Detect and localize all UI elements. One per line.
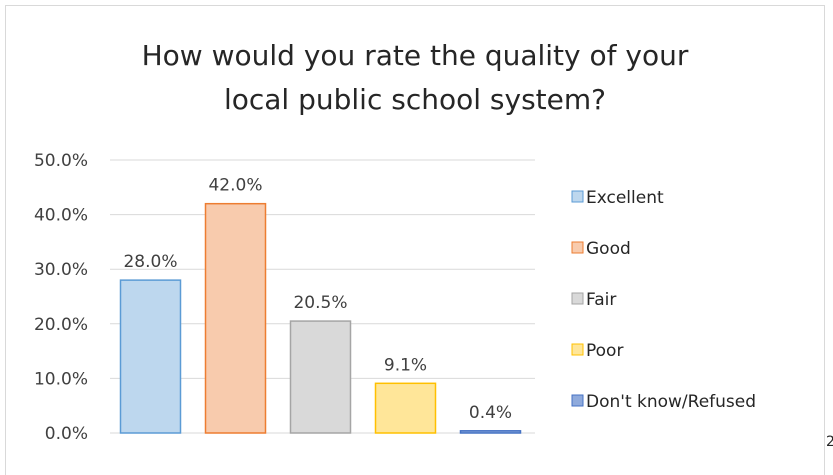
bar-fair xyxy=(289,320,352,434)
legend-swatch xyxy=(571,394,584,407)
y-tick-label: 10.0% xyxy=(34,369,88,389)
bar-chart: 0.0% 10.0% 20.0% 30.0% 40.0% 50.0% 28.0% 42.0% 2… xyxy=(34,151,756,444)
legend-label: Fair xyxy=(586,290,616,310)
legend-label: Good xyxy=(586,239,631,259)
legend-swatch xyxy=(571,292,584,305)
bar-good xyxy=(204,202,267,434)
bar-excellent xyxy=(119,279,182,434)
data-label: 0.4% xyxy=(469,403,512,423)
y-tick-label: 20.0% xyxy=(34,315,88,335)
chart-title-line-1: How would you rate the quality of your xyxy=(141,39,689,72)
data-label: 20.5% xyxy=(293,293,347,313)
data-label: 42.0% xyxy=(208,176,262,196)
y-tick-label: 40.0% xyxy=(34,206,88,226)
legend-swatch xyxy=(571,241,584,254)
bar-poor xyxy=(374,382,437,434)
legend-swatch xyxy=(571,343,584,356)
chart-title-line-2: local public school system? xyxy=(223,83,607,116)
y-tick-label: 0.0% xyxy=(45,424,88,444)
legend-label: Poor xyxy=(586,341,623,361)
bar-don-t-know-refused xyxy=(459,430,522,434)
legend-label: Don't know/Refused xyxy=(586,392,756,412)
y-tick-label: 50.0% xyxy=(34,151,88,171)
y-tick-label: 30.0% xyxy=(34,260,88,280)
page-number: 2 xyxy=(826,434,833,450)
legend-swatch xyxy=(571,190,584,203)
data-label: 28.0% xyxy=(123,252,177,272)
chart-title: How would you rate the quality of your l… xyxy=(5,34,825,122)
legend-label: Excellent xyxy=(586,188,664,208)
data-label: 9.1% xyxy=(384,355,427,375)
